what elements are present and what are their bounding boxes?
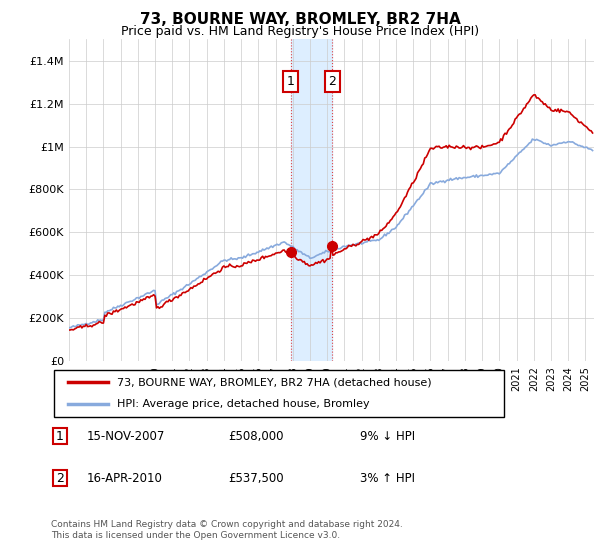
Text: 2: 2 [56,472,64,485]
Text: This data is licensed under the Open Government Licence v3.0.: This data is licensed under the Open Gov… [51,531,340,540]
Text: Contains HM Land Registry data © Crown copyright and database right 2024.: Contains HM Land Registry data © Crown c… [51,520,403,529]
Text: £537,500: £537,500 [228,472,284,485]
Bar [290,39,332,361]
Text: Price paid vs. HM Land Registry's House Price Index (HPI): Price paid vs. HM Land Registry's House … [121,25,479,38]
Text: £508,000: £508,000 [228,430,284,443]
Text: 2: 2 [328,75,336,88]
Bar [53,470,67,486]
Text: 73, BOURNE WAY, BROMLEY, BR2 7HA: 73, BOURNE WAY, BROMLEY, BR2 7HA [140,12,460,27]
Text: 15-NOV-2007: 15-NOV-2007 [87,430,166,443]
Text: 1: 1 [56,430,64,443]
Text: 73, BOURNE WAY, BROMLEY, BR2 7HA (detached house): 73, BOURNE WAY, BROMLEY, BR2 7HA (detach… [117,377,431,388]
Text: 1: 1 [287,75,295,88]
Bar [53,428,67,444]
Text: HPI: Average price, detached house, Bromley: HPI: Average price, detached house, Brom… [117,399,370,409]
Text: 9% ↓ HPI: 9% ↓ HPI [360,430,415,443]
Text: 3% ↑ HPI: 3% ↑ HPI [360,472,415,485]
Text: 16-APR-2010: 16-APR-2010 [87,472,163,485]
